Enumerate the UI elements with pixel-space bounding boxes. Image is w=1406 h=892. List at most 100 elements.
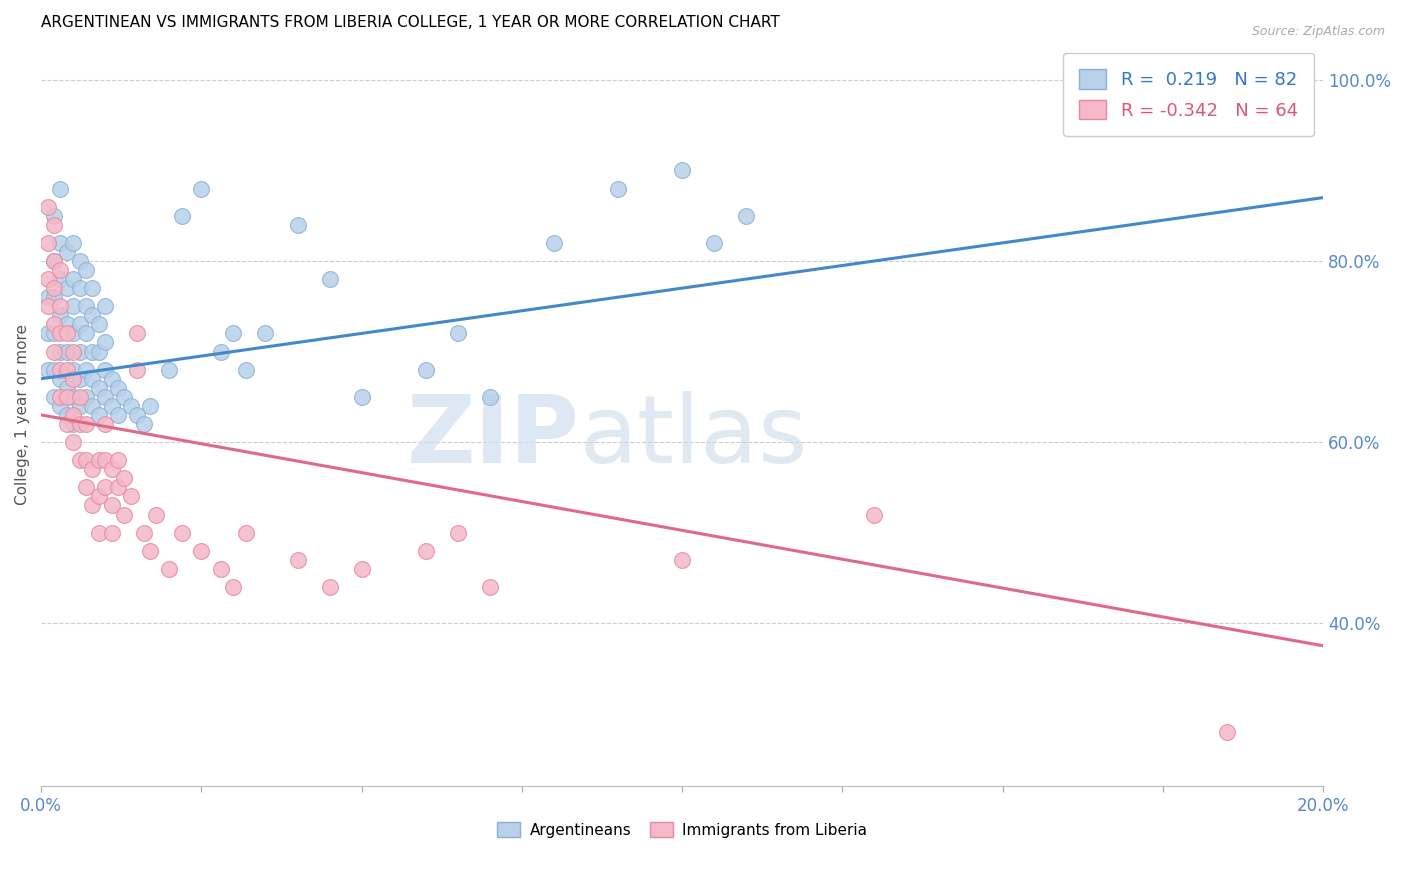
Point [478,580,501,594]
Point [62,390,84,404]
Point [671,163,693,178]
Point [114,471,136,485]
Point [82,344,104,359]
Point [114,390,136,404]
Point [55,390,77,404]
Point [55,326,77,341]
Point [75,453,97,467]
Point [1216,724,1239,739]
Point [100,499,122,513]
Point [49,181,72,195]
Point [157,562,180,576]
Point [49,263,72,277]
Point [415,543,437,558]
Point [69,254,91,268]
Point [69,372,91,386]
Point [69,281,91,295]
Point [42,290,65,304]
Point [69,318,91,332]
Point [37,326,59,341]
Point [132,525,155,540]
Point [87,318,110,332]
Point [132,417,155,431]
Point [172,525,194,540]
Point [42,254,65,268]
Point [55,344,77,359]
Point [100,372,122,386]
Point [69,453,91,467]
Point [87,408,110,422]
Point [157,362,180,376]
Point [350,562,373,576]
Point [94,299,117,313]
Point [254,326,277,341]
Point [62,362,84,376]
Point [87,489,110,503]
Point [145,508,167,522]
Point [62,435,84,450]
Point [49,344,72,359]
Point [350,390,373,404]
Point [209,344,232,359]
Point [107,408,129,422]
Point [62,299,84,313]
Point [75,417,97,431]
Point [172,209,194,223]
Point [82,499,104,513]
Point [139,543,162,558]
Point [42,209,65,223]
Text: Source: ZipAtlas.com: Source: ZipAtlas.com [1251,25,1385,38]
Point [49,235,72,250]
Point [62,417,84,431]
Point [190,181,212,195]
Text: ZIP: ZIP [406,392,579,483]
Point [55,318,77,332]
Y-axis label: College, 1 year or more: College, 1 year or more [15,325,30,506]
Point [82,372,104,386]
Point [120,399,142,413]
Point [235,525,257,540]
Point [42,254,65,268]
Point [49,399,72,413]
Point [703,235,725,250]
Point [671,553,693,567]
Point [318,272,340,286]
Point [287,218,309,232]
Point [100,399,122,413]
Point [607,181,630,195]
Point [863,508,886,522]
Point [82,462,104,476]
Point [287,553,309,567]
Point [75,326,97,341]
Point [190,543,212,558]
Point [478,390,501,404]
Point [735,209,758,223]
Point [87,525,110,540]
Point [62,344,84,359]
Point [82,308,104,322]
Point [87,381,110,395]
Point [37,272,59,286]
Point [107,453,129,467]
Point [37,299,59,313]
Point [82,281,104,295]
Point [127,326,149,341]
Point [94,335,117,350]
Point [543,235,565,250]
Point [49,308,72,322]
Point [49,326,72,341]
Text: ARGENTINEAN VS IMMIGRANTS FROM LIBERIA COLLEGE, 1 YEAR OR MORE CORRELATION CHART: ARGENTINEAN VS IMMIGRANTS FROM LIBERIA C… [41,15,780,30]
Point [42,318,65,332]
Point [75,390,97,404]
Point [62,235,84,250]
Point [49,390,72,404]
Point [49,372,72,386]
Point [55,362,77,376]
Point [62,326,84,341]
Point [94,390,117,404]
Point [100,462,122,476]
Point [447,525,470,540]
Point [62,272,84,286]
Point [42,218,65,232]
Point [94,453,117,467]
